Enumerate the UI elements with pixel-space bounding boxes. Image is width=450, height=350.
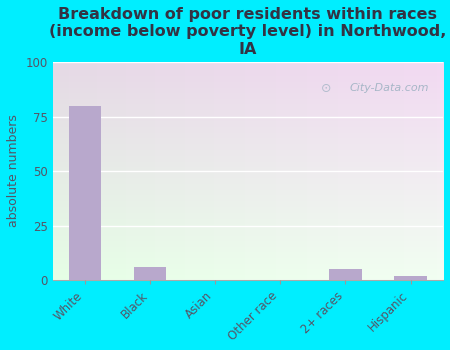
Bar <box>134 267 166 280</box>
Y-axis label: absolute numbers: absolute numbers <box>7 114 20 228</box>
Bar <box>329 269 362 280</box>
Bar <box>394 276 427 280</box>
Title: Breakdown of poor residents within races
(income below poverty level) in Northwo: Breakdown of poor residents within races… <box>49 7 446 57</box>
Text: ⊙: ⊙ <box>321 82 331 95</box>
Text: City-Data.com: City-Data.com <box>349 83 429 93</box>
Bar <box>69 106 101 280</box>
